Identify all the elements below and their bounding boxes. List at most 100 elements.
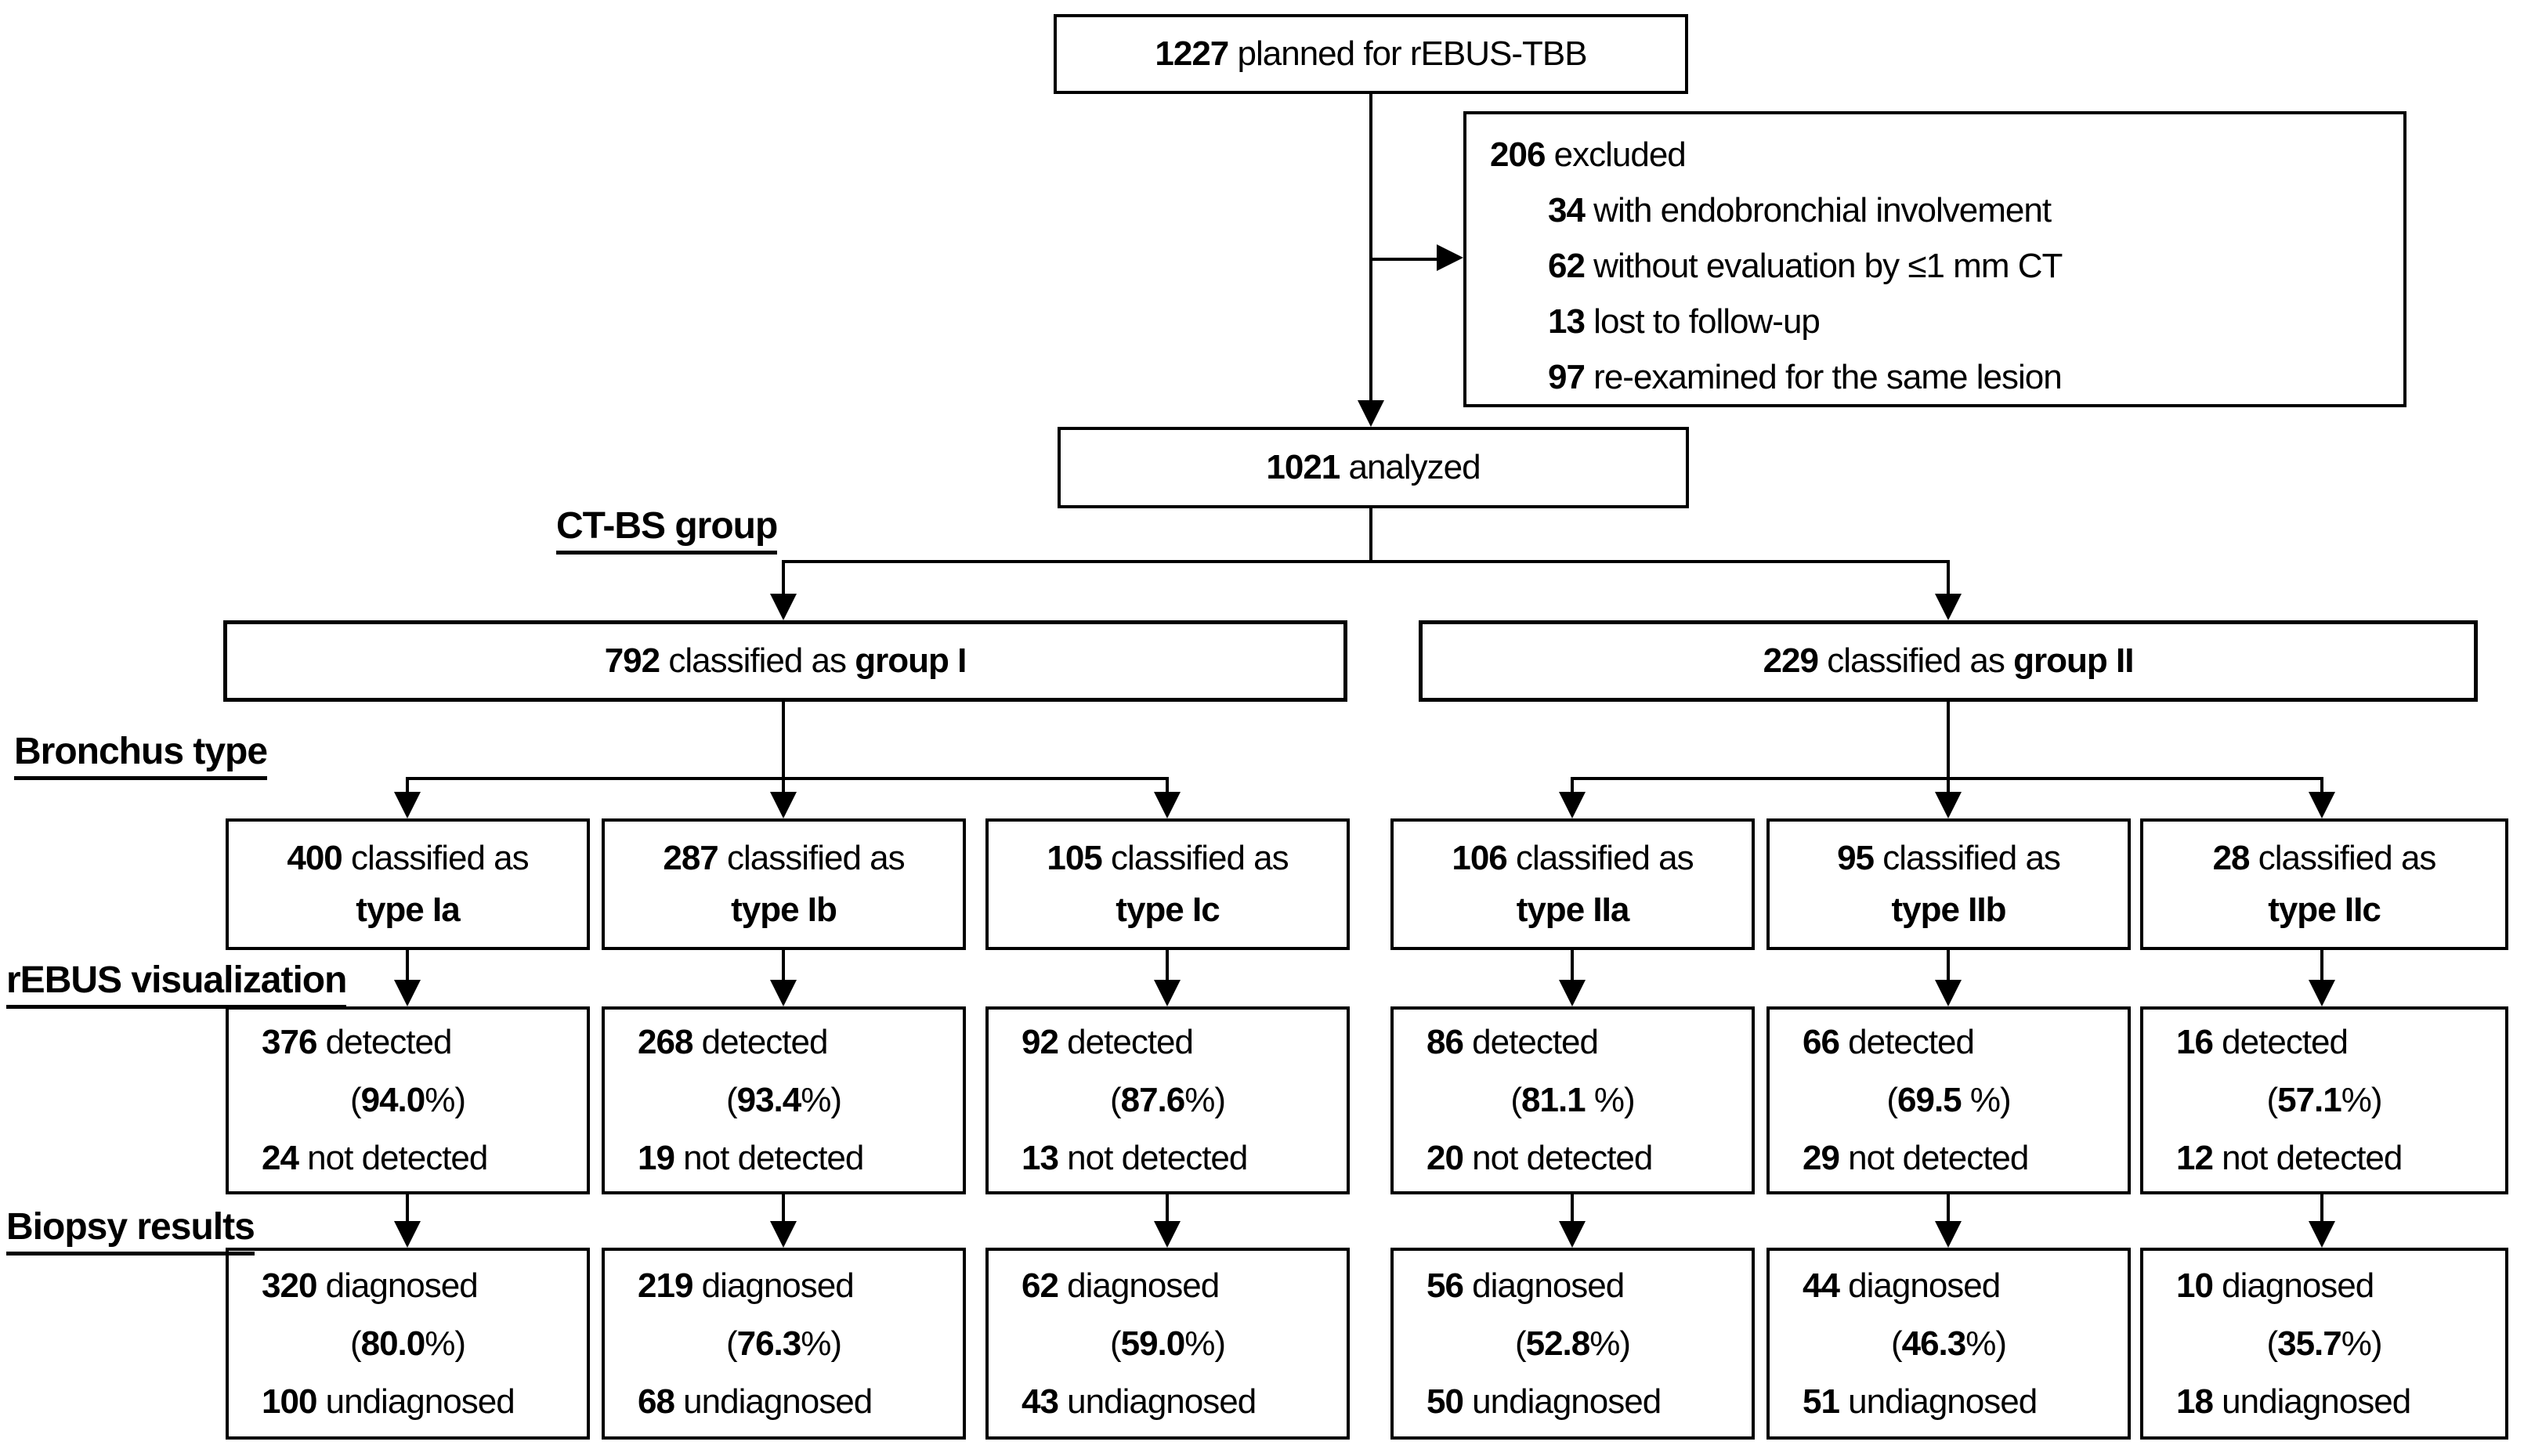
connector-group-split-line bbox=[782, 560, 1950, 563]
text-line: 792 classified as group I bbox=[604, 641, 967, 680]
biopsy-ia-box: 320 diagnosed (80.0%) 100 undiagnosed bbox=[226, 1248, 590, 1440]
text-line: (35.7%) bbox=[2266, 1324, 2382, 1363]
text-line: 10 diagnosed bbox=[2176, 1266, 2374, 1305]
text-line: 100 undiagnosed bbox=[262, 1382, 515, 1421]
detection-iib-box: 66 detected (69.5 %) 29 not detected bbox=[1766, 1006, 2131, 1194]
text-line: type IIa bbox=[1516, 891, 1630, 929]
connector-drop-type-iib bbox=[1947, 777, 1950, 793]
text-line: 68 undiagnosed bbox=[638, 1382, 873, 1421]
text-line: 95 classified as bbox=[1837, 839, 2061, 877]
text-line: 268 detected bbox=[638, 1023, 828, 1061]
text-line: 20 not detected bbox=[1427, 1139, 1653, 1177]
type-ia-box: 400 classified as type Ia bbox=[226, 818, 590, 950]
biopsy-iic-box: 10 diagnosed (35.7%) 18 undiagnosed bbox=[2140, 1248, 2508, 1440]
connector-branch-to-excluded bbox=[1371, 258, 1438, 261]
text-line: 86 detected bbox=[1427, 1023, 1599, 1061]
text-line: (69.5 %) bbox=[1886, 1081, 2011, 1119]
text-line: 44 diagnosed bbox=[1803, 1266, 2001, 1305]
biopsy-ib-box: 219 diagnosed (76.3%) 68 undiagnosed bbox=[602, 1248, 966, 1440]
detection-ic-box: 92 detected (87.6%) 13 not detected bbox=[985, 1006, 1350, 1194]
text-line: (57.1%) bbox=[2266, 1081, 2382, 1119]
text-line: (52.8%) bbox=[1514, 1324, 1631, 1363]
detection-ib-box: 268 detected (93.4%) 19 not detected bbox=[602, 1006, 966, 1194]
connector-type-to-det-iib bbox=[1947, 950, 1950, 980]
connector-det-to-bio-iic bbox=[2320, 1194, 2323, 1221]
connector-type-split-left bbox=[406, 777, 1169, 780]
label-ct-bs-group: CT-BS group bbox=[556, 508, 778, 555]
connector-drop-group2 bbox=[1947, 560, 1950, 594]
biopsy-ic-box: 62 diagnosed (59.0%) 43 undiagnosed bbox=[985, 1248, 1350, 1440]
arrowhead-into-det-ia bbox=[394, 980, 421, 1006]
connector-group1-stem bbox=[782, 702, 785, 777]
group-2-box: 229 classified as group II bbox=[1419, 620, 2478, 702]
type-ic-box: 105 classified as type Ic bbox=[985, 818, 1350, 950]
connector-type-to-det-iic bbox=[2320, 950, 2323, 980]
text-line: 320 diagnosed bbox=[262, 1266, 479, 1305]
text-line: 50 undiagnosed bbox=[1427, 1382, 1662, 1421]
text-line: 206 excluded bbox=[1490, 135, 1687, 174]
text-line: type Ic bbox=[1116, 891, 1220, 929]
text-line: type Ib bbox=[731, 891, 837, 929]
detection-iic-box: 16 detected (57.1%) 12 not detected bbox=[2140, 1006, 2508, 1194]
type-iia-box: 106 classified as type IIa bbox=[1390, 818, 1755, 950]
arrowhead-into-bio-ic bbox=[1154, 1221, 1181, 1248]
connector-group2-stem bbox=[1947, 702, 1950, 777]
connector-analyzed-stem bbox=[1369, 508, 1372, 560]
connector-det-to-bio-ib bbox=[782, 1194, 785, 1221]
label-rebus-visualization: rEBUS visualization bbox=[6, 962, 347, 1009]
text-line: (81.1 %) bbox=[1510, 1081, 1635, 1119]
connector-drop-type-iia bbox=[1571, 777, 1574, 793]
connector-det-to-bio-iia bbox=[1571, 1194, 1574, 1221]
text-line: 29 not detected bbox=[1803, 1139, 2029, 1177]
label-biopsy-results: Biopsy results bbox=[6, 1209, 255, 1255]
text-line: 51 undiagnosed bbox=[1803, 1382, 2038, 1421]
text-line: 229 classified as group II bbox=[1763, 641, 2135, 680]
connector-det-to-bio-ic bbox=[1166, 1194, 1169, 1221]
connector-drop-group1 bbox=[782, 560, 785, 594]
text-line: 97 re-examined for the same lesion bbox=[1548, 358, 2063, 396]
text-line: (46.3%) bbox=[1890, 1324, 2007, 1363]
text-line: 28 classified as bbox=[2212, 839, 2437, 877]
analyzed-box: 1021 analyzed bbox=[1058, 427, 1689, 508]
arrowhead-into-det-ic bbox=[1154, 980, 1181, 1006]
arrowhead-into-det-iia bbox=[1559, 980, 1586, 1006]
arrowhead-into-type-iib bbox=[1935, 792, 1962, 818]
arrowhead-into-type-iic bbox=[2309, 792, 2335, 818]
label-bronchus-type: Bronchus type bbox=[14, 733, 268, 780]
text-line: 92 detected bbox=[1022, 1023, 1194, 1061]
text-line: 219 diagnosed bbox=[638, 1266, 855, 1305]
arrowhead-into-det-iib bbox=[1935, 980, 1962, 1006]
detection-iia-box: 86 detected (81.1 %) 20 not detected bbox=[1390, 1006, 1755, 1194]
arrowhead-into-analyzed bbox=[1358, 400, 1384, 427]
arrowhead-into-bio-ia bbox=[394, 1221, 421, 1248]
text-line: (87.6%) bbox=[1109, 1081, 1226, 1119]
text-line: 376 detected bbox=[262, 1023, 452, 1061]
connector-type-to-det-ic bbox=[1166, 950, 1169, 980]
text-line: 62 without evaluation by ≤1 mm CT bbox=[1548, 247, 2063, 285]
planned-box: 1227 planned for rEBUS-TBB bbox=[1054, 14, 1688, 94]
type-ib-box: 287 classified as type Ib bbox=[602, 818, 966, 950]
arrowhead-into-bio-iib bbox=[1935, 1221, 1962, 1248]
text-line: 16 detected bbox=[2176, 1023, 2349, 1061]
connector-drop-type-ia bbox=[406, 777, 409, 793]
type-iib-box: 95 classified as type IIb bbox=[1766, 818, 2131, 950]
text-line: 287 classified as bbox=[663, 839, 905, 877]
arrowhead-into-bio-iic bbox=[2309, 1221, 2335, 1248]
text-line: 62 diagnosed bbox=[1022, 1266, 1220, 1305]
connector-planned-to-analyzed bbox=[1369, 94, 1372, 400]
biopsy-iib-box: 44 diagnosed (46.3%) 51 undiagnosed bbox=[1766, 1248, 2131, 1440]
arrowhead-into-bio-iia bbox=[1559, 1221, 1586, 1248]
text-line: type IIb bbox=[1891, 891, 2006, 929]
arrowhead-into-type-ia bbox=[394, 792, 421, 818]
text-line: 105 classified as bbox=[1047, 839, 1289, 877]
text-line: 400 classified as bbox=[287, 839, 529, 877]
text-line: 1227 planned for rEBUS-TBB bbox=[1155, 34, 1587, 73]
text-line: 24 not detected bbox=[262, 1139, 488, 1177]
text-line: 13 lost to follow-up bbox=[1548, 302, 1821, 341]
text-line: (80.0%) bbox=[349, 1324, 466, 1363]
arrowhead-into-type-iia bbox=[1559, 792, 1586, 818]
connector-drop-type-ic bbox=[1166, 777, 1169, 793]
detection-ia-box: 376 detected (94.0%) 24 not detected bbox=[226, 1006, 590, 1194]
arrowhead-into-det-iic bbox=[2309, 980, 2335, 1006]
